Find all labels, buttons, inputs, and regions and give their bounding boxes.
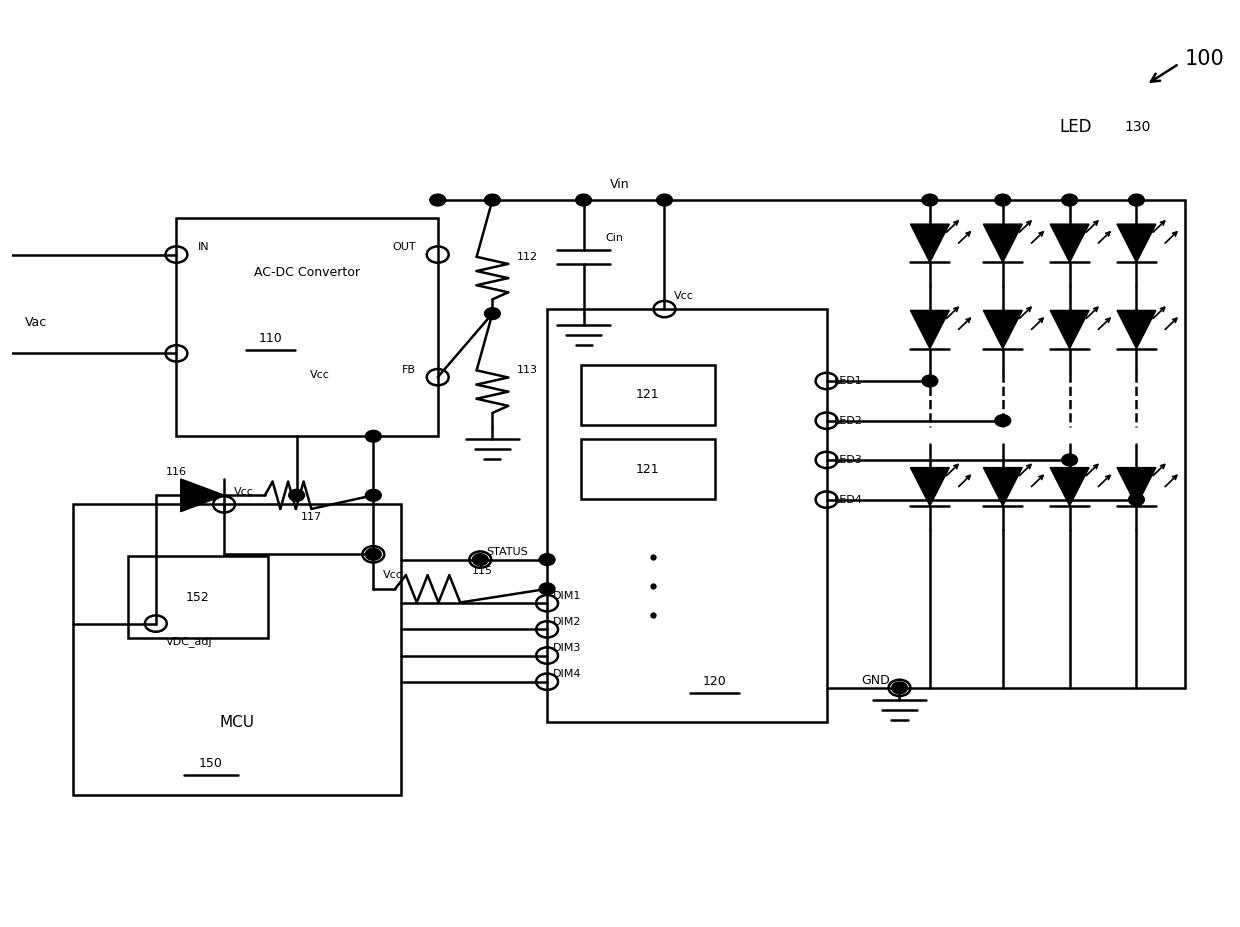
Text: LED4: LED4 xyxy=(833,495,863,504)
Text: DIM1: DIM1 xyxy=(553,590,582,601)
Polygon shape xyxy=(910,467,950,506)
Polygon shape xyxy=(1117,224,1156,262)
Polygon shape xyxy=(1050,467,1089,506)
Polygon shape xyxy=(1050,224,1089,262)
Text: STATUS: STATUS xyxy=(486,547,528,557)
Text: AC-DC Convertor: AC-DC Convertor xyxy=(254,266,360,279)
Text: OUT: OUT xyxy=(392,242,415,252)
Text: LED2: LED2 xyxy=(833,415,863,425)
Text: VDC_adj: VDC_adj xyxy=(165,636,212,647)
Circle shape xyxy=(1128,194,1145,206)
Polygon shape xyxy=(983,224,1022,262)
Text: 150: 150 xyxy=(200,756,223,769)
Text: 112: 112 xyxy=(517,252,538,261)
Text: Vcc: Vcc xyxy=(675,291,694,301)
Circle shape xyxy=(1128,494,1145,505)
Polygon shape xyxy=(983,467,1022,506)
Text: Vcc: Vcc xyxy=(383,570,403,580)
Circle shape xyxy=(366,430,381,442)
Text: Cin: Cin xyxy=(605,234,624,243)
Text: 121: 121 xyxy=(636,463,660,476)
Circle shape xyxy=(366,549,381,560)
Bar xyxy=(128,556,268,638)
Circle shape xyxy=(1061,194,1078,206)
Circle shape xyxy=(472,553,489,565)
Text: Vcc: Vcc xyxy=(310,370,330,380)
Text: MCU: MCU xyxy=(219,715,254,730)
Bar xyxy=(582,439,714,500)
Circle shape xyxy=(289,489,305,502)
Polygon shape xyxy=(1050,311,1089,349)
Text: DIM2: DIM2 xyxy=(553,617,582,628)
Circle shape xyxy=(575,194,591,206)
Circle shape xyxy=(994,194,1011,206)
Bar xyxy=(176,218,438,437)
Text: 115: 115 xyxy=(471,565,492,576)
Bar xyxy=(582,365,714,425)
Text: 116: 116 xyxy=(165,466,186,476)
Circle shape xyxy=(1061,454,1078,466)
Circle shape xyxy=(430,194,445,206)
Text: LED1: LED1 xyxy=(833,376,863,386)
Polygon shape xyxy=(1117,311,1156,349)
Circle shape xyxy=(923,194,937,206)
Text: FB: FB xyxy=(402,365,415,375)
Circle shape xyxy=(539,553,556,565)
Polygon shape xyxy=(983,311,1022,349)
Text: DIM4: DIM4 xyxy=(553,669,582,679)
Text: 152: 152 xyxy=(186,590,210,603)
Text: 130: 130 xyxy=(1125,121,1151,134)
Text: GND: GND xyxy=(861,674,890,687)
Text: 110: 110 xyxy=(259,332,283,345)
Circle shape xyxy=(539,583,556,595)
Polygon shape xyxy=(910,311,950,349)
Circle shape xyxy=(656,194,672,206)
Text: Vac: Vac xyxy=(25,316,47,329)
Text: IN: IN xyxy=(198,242,210,252)
Text: LED: LED xyxy=(1059,119,1092,136)
Text: DIM3: DIM3 xyxy=(553,643,582,654)
Text: LED3: LED3 xyxy=(833,455,863,465)
Bar xyxy=(73,504,402,795)
Circle shape xyxy=(485,194,500,206)
Text: Vcc: Vcc xyxy=(234,487,254,497)
Polygon shape xyxy=(181,479,224,512)
Text: Vin: Vin xyxy=(610,178,630,191)
Bar xyxy=(547,309,827,722)
Circle shape xyxy=(994,414,1011,426)
Circle shape xyxy=(892,682,908,693)
Circle shape xyxy=(366,489,381,502)
Text: 100: 100 xyxy=(1185,49,1225,70)
Text: 120: 120 xyxy=(703,675,727,688)
Text: 117: 117 xyxy=(301,512,322,522)
Circle shape xyxy=(485,308,500,320)
Text: 121: 121 xyxy=(636,388,660,401)
Polygon shape xyxy=(1117,467,1156,506)
Text: 113: 113 xyxy=(517,365,538,375)
Polygon shape xyxy=(910,224,950,262)
Circle shape xyxy=(923,375,937,387)
